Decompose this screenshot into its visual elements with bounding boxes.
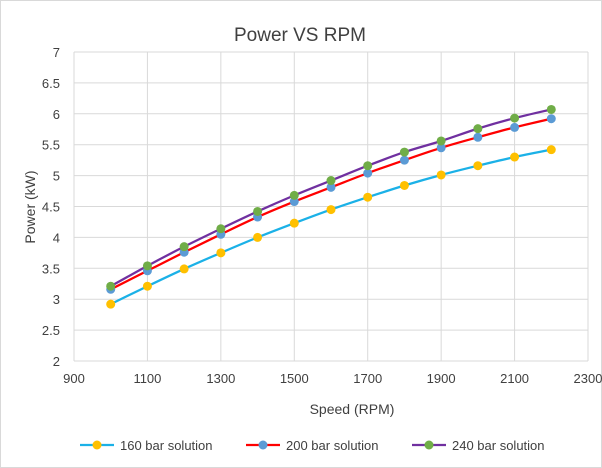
legend: 160 bar solution 200 bar solution 240 bar …	[80, 438, 545, 453]
gridlines	[73, 51, 589, 362]
data-point-s3	[142, 261, 152, 271]
x-tick-labels: 900 1100 1300 1500 1700 1900 2100 2300	[63, 371, 602, 386]
data-point-s1	[106, 299, 116, 309]
x-tick-label: 1100	[133, 371, 161, 386]
data-point-s1	[289, 218, 299, 228]
data-point-s3	[326, 176, 336, 186]
data-point-s2	[510, 122, 520, 132]
x-tick-label: 2300	[574, 371, 602, 386]
x-tick-label: 900	[63, 371, 85, 386]
data-point-s1	[142, 281, 152, 291]
x-tick-label: 1900	[427, 371, 456, 386]
data-point-s2	[289, 197, 299, 207]
y-tick-label: 3	[53, 292, 60, 307]
y-axis-label: Power (kW)	[22, 170, 38, 243]
data-point-s3	[253, 206, 263, 216]
legend-marker-3	[424, 440, 434, 450]
data-point-s1	[546, 145, 556, 155]
y-tick-label: 6	[53, 107, 60, 122]
x-tick-label: 1700	[353, 371, 382, 386]
x-axis-label: Speed (RPM)	[310, 401, 395, 417]
legend-label-3: 240 bar solution	[452, 438, 545, 453]
data-point-s2	[546, 114, 556, 124]
legend-label-2: 200 bar solution	[286, 438, 379, 453]
data-point-s1	[510, 152, 520, 162]
x-tick-label: 1500	[280, 371, 309, 386]
data-point-s1	[216, 248, 226, 258]
y-tick-label: 4	[53, 230, 60, 245]
y-tick-label: 3.5	[42, 261, 60, 276]
data-point-s2	[326, 182, 336, 192]
data-point-s2	[363, 168, 373, 178]
legend-marker-1	[92, 440, 102, 450]
legend-label-1: 160 bar solution	[120, 438, 213, 453]
data-point-s3	[399, 147, 409, 157]
series-line-1	[110, 148, 552, 306]
chart-title: Power VS RPM	[234, 25, 366, 46]
data-point-s3	[363, 161, 373, 171]
data-point-s3	[106, 281, 116, 291]
data-point-s1	[473, 161, 483, 171]
data-point-s3	[436, 136, 446, 146]
data-point-s3	[473, 124, 483, 134]
data-point-s2	[399, 155, 409, 165]
data-point-s1	[253, 232, 263, 242]
data-point-s1	[326, 205, 336, 215]
data-point-s1	[179, 264, 189, 274]
y-tick-label: 5	[53, 169, 60, 184]
data-point-s1	[436, 170, 446, 180]
data-point-s3	[179, 242, 189, 252]
y-tick-label: 6.5	[42, 76, 60, 91]
y-tick-label: 4.5	[42, 200, 60, 215]
x-tick-label: 2100	[500, 371, 529, 386]
y-tick-label: 2.5	[42, 323, 60, 338]
data-point-s3	[510, 113, 520, 123]
y-tick-label: 7	[53, 45, 60, 60]
data-point-s1	[399, 180, 409, 190]
data-point-s2	[436, 143, 446, 153]
data-point-s1	[363, 192, 373, 202]
x-tick-label: 1300	[206, 371, 235, 386]
data-point-s2	[473, 132, 483, 142]
data-point-s3	[289, 190, 299, 200]
y-tick-label: 5.5	[42, 138, 60, 153]
data-point-s3	[546, 104, 556, 114]
y-tick-label: 2	[53, 354, 60, 369]
y-tick-labels: 2 2.5 3 3.5 4 4.5 5 5.5 6 6.5 7	[42, 45, 60, 369]
data-point-s3	[216, 224, 226, 234]
series-group	[106, 104, 556, 309]
legend-marker-2	[258, 440, 268, 450]
